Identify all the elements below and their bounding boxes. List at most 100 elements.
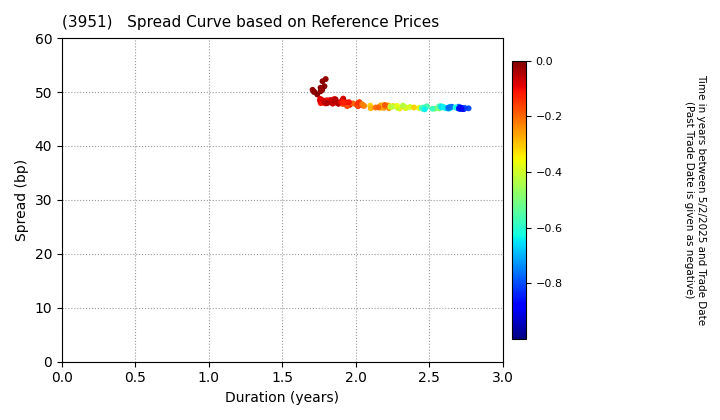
Point — [378, 105, 390, 111]
Point — [383, 105, 395, 112]
Point — [359, 102, 370, 109]
Point — [418, 104, 429, 111]
Point — [401, 104, 413, 111]
Point — [455, 106, 467, 113]
Y-axis label: Time in years between 5/2/2025 and Trade Date
(Past Trade Date is given as negat: Time in years between 5/2/2025 and Trade… — [684, 74, 706, 326]
Point — [318, 98, 330, 105]
Point — [326, 100, 338, 106]
Point — [365, 105, 377, 112]
Point — [435, 104, 446, 110]
Point — [308, 89, 320, 95]
Point — [333, 100, 344, 107]
Point — [353, 100, 364, 107]
Point — [318, 97, 330, 104]
Point — [316, 87, 328, 93]
Point — [442, 105, 454, 111]
Point — [373, 104, 384, 110]
Point — [315, 95, 326, 102]
Point — [356, 101, 368, 108]
Point — [321, 97, 333, 104]
Point — [456, 105, 467, 112]
Point — [454, 105, 465, 111]
Point — [456, 105, 467, 112]
Point — [307, 87, 318, 93]
Point — [377, 102, 389, 109]
Point — [365, 104, 377, 111]
Point — [458, 106, 469, 113]
Point — [340, 99, 351, 105]
Point — [344, 102, 356, 108]
Point — [459, 105, 471, 112]
Point — [394, 105, 405, 112]
Point — [354, 99, 365, 105]
Point — [318, 99, 329, 106]
Point — [333, 99, 345, 106]
Point — [319, 83, 330, 89]
Point — [315, 97, 327, 104]
Point — [316, 97, 328, 103]
Point — [444, 105, 456, 112]
Point — [327, 100, 338, 107]
Point — [413, 105, 425, 111]
Point — [343, 99, 355, 106]
Text: (3951)   Spread Curve based on Reference Prices: (3951) Spread Curve based on Reference P… — [62, 15, 439, 30]
Point — [458, 105, 469, 112]
Point — [343, 99, 355, 106]
Point — [354, 100, 365, 107]
Point — [433, 104, 445, 111]
Point — [315, 88, 326, 94]
Point — [357, 102, 369, 109]
Point — [347, 100, 359, 107]
Point — [312, 91, 323, 98]
X-axis label: Duration (years): Duration (years) — [225, 391, 339, 405]
Point — [438, 104, 449, 110]
Point — [397, 103, 409, 110]
Point — [325, 97, 337, 104]
Y-axis label: Spread (bp): Spread (bp) — [15, 159, 29, 241]
Point — [436, 103, 447, 110]
Point — [328, 96, 340, 102]
Point — [443, 105, 454, 111]
Point — [440, 105, 451, 112]
Point — [463, 105, 474, 112]
Point — [320, 100, 331, 107]
Point — [446, 104, 457, 110]
Point — [351, 102, 362, 108]
Point — [453, 103, 464, 110]
Point — [321, 100, 333, 107]
Point — [429, 105, 441, 112]
Point — [456, 104, 467, 111]
Point — [392, 105, 403, 111]
Point — [450, 104, 462, 111]
Point — [455, 105, 467, 112]
Point — [379, 102, 390, 109]
Point — [338, 100, 349, 106]
Point — [379, 102, 391, 108]
Point — [436, 103, 447, 110]
Point — [330, 96, 341, 103]
Point — [315, 100, 326, 107]
Point — [436, 104, 448, 111]
Point — [408, 104, 420, 111]
Point — [317, 78, 328, 85]
Point — [421, 103, 433, 110]
Point — [341, 103, 353, 110]
Point — [337, 99, 348, 105]
Point — [419, 106, 431, 113]
Point — [336, 100, 347, 106]
Point — [454, 105, 465, 112]
Point — [433, 105, 445, 112]
Point — [442, 105, 454, 112]
Point — [324, 97, 336, 103]
Point — [375, 102, 387, 109]
Point — [416, 105, 428, 111]
Point — [328, 97, 340, 104]
Point — [387, 102, 399, 109]
Point — [384, 103, 396, 110]
Point — [446, 103, 457, 110]
Point — [308, 89, 320, 95]
Point — [364, 102, 376, 109]
Point — [336, 100, 348, 106]
Point — [397, 102, 409, 109]
Point — [444, 103, 456, 110]
